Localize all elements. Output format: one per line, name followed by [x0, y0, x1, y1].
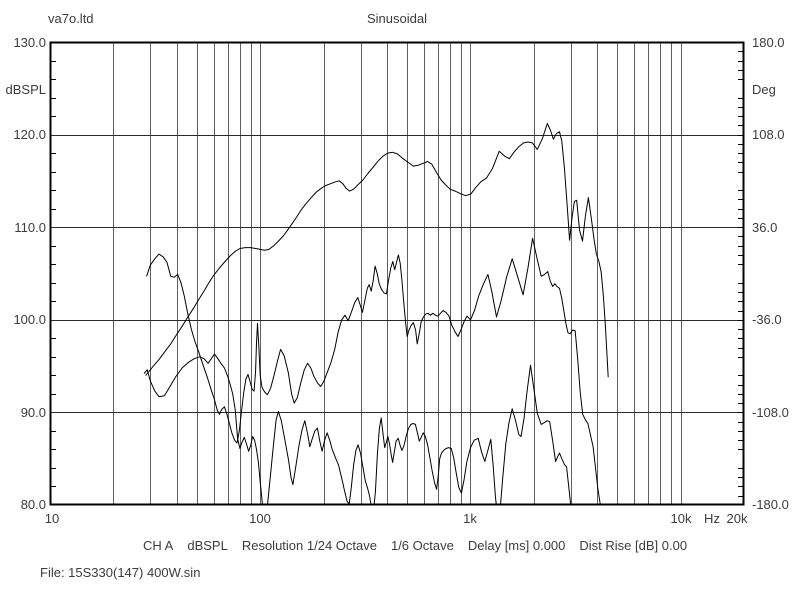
y-right-tick-label: -180.0 — [752, 497, 789, 512]
y-right-axis-unit: Deg — [752, 82, 776, 97]
curves — [143, 123, 609, 505]
curve-distortion-upper — [146, 237, 601, 505]
x-tick-label: 1k — [463, 511, 477, 526]
y-left-tick-label: 110.0 — [14, 220, 46, 235]
y-left-tick-label: 100.0 — [13, 312, 46, 327]
y-right-minor-ticks — [738, 51, 743, 497]
curve-fundamental-spl — [145, 123, 609, 378]
status-bar: CH A dBSPL Resolution 1/24 Octave 1/6 Octav… — [143, 538, 687, 553]
grid-horizontal-lines — [50, 135, 744, 413]
page-title: Sinusoidal — [367, 11, 427, 26]
y-left-tick-label: 90.0 — [20, 405, 46, 420]
status-unit: dBSPL — [187, 538, 228, 553]
file-label: File: 15S330(147) 400W.sin — [40, 565, 201, 580]
y-right-tick-label: -108.0 — [752, 405, 789, 420]
y-right-tick-label: 180.0 — [752, 35, 785, 50]
plot-border — [49, 41, 745, 506]
status-resolution: Resolution 1/24 Octave — [241, 538, 377, 553]
x-tick-label: 10 — [44, 511, 60, 526]
status-delay: Delay [ms] 0.000 — [467, 538, 566, 553]
y-right-tick-label: 108.0 — [752, 127, 785, 142]
grid-vertical-lines — [113, 42, 682, 505]
status-dist-rise: Dist Rise [dB] 0.00 — [579, 538, 688, 553]
x-tick-label: 10k — [670, 511, 692, 526]
y-left-tick-label: 80.0 — [20, 497, 46, 512]
y-left-axis-unit: dBSPL — [5, 82, 46, 97]
status-smoothing: 1/6 Octave — [390, 538, 454, 553]
x-tick-label: 20k — [726, 511, 748, 526]
curve-distortion-lower — [143, 353, 572, 505]
y-right-tick-label: -36.0 — [752, 312, 782, 327]
x-tick-label: 100 — [249, 511, 271, 526]
y-left-minor-ticks — [51, 61, 56, 487]
workspace-label: va7o.ltd — [48, 11, 94, 26]
x-axis-unit: Hz — [704, 511, 720, 526]
y-left-tick-label: 130.0 — [13, 35, 46, 50]
y-right-tick-label: 36.0 — [752, 220, 778, 235]
status-channel: CH A — [143, 538, 174, 553]
y-left-tick-label: 120.0 — [13, 127, 46, 142]
